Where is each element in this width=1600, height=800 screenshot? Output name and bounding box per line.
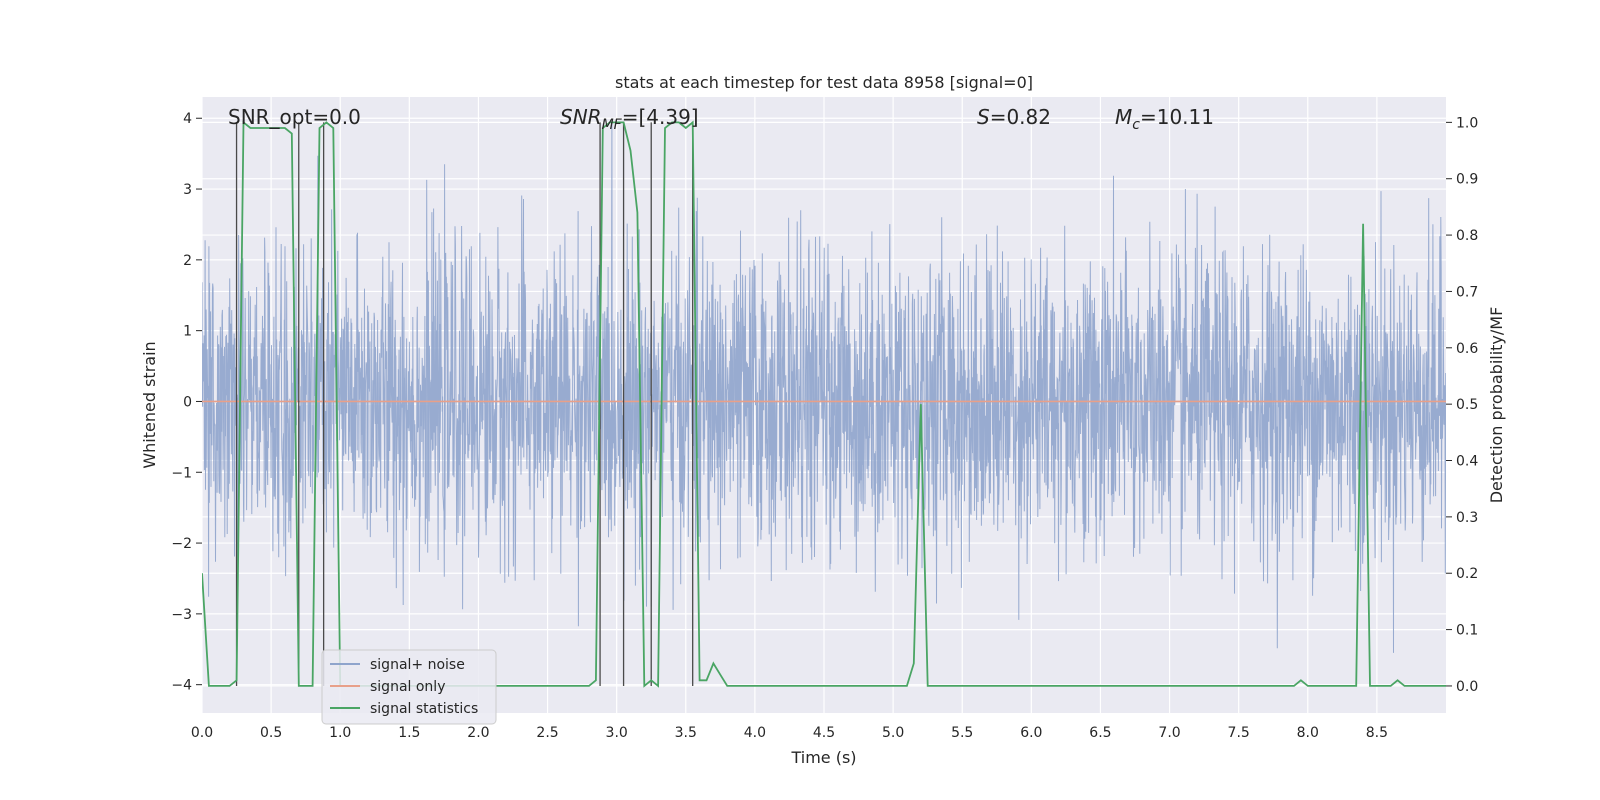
x-tick-label: 5.5 bbox=[951, 725, 973, 741]
annotation-snr-opt: SNR_opt=0.0 bbox=[228, 105, 361, 129]
legend-label-signal-only: signal only bbox=[370, 679, 445, 695]
y-tick-label: 4 bbox=[183, 111, 192, 127]
x-axis-ticks: 0.0 0.5 1.0 1.5 2.0 2.5 3.0 3.5 4.0 4.5 5.0 5.5 6.0 6… bbox=[191, 725, 1388, 741]
x-tick-label: 6.0 bbox=[1020, 725, 1042, 741]
annotation-snr-mf-value: =[4.39] bbox=[622, 105, 699, 129]
x-tick-label: 5.0 bbox=[882, 725, 904, 741]
statistics-line bbox=[202, 120, 1446, 688]
annotation-s: S=0.82 bbox=[977, 105, 1051, 129]
noise-trace bbox=[202, 121, 1446, 653]
x-tick-label: 2.0 bbox=[467, 725, 489, 741]
y-right-tick-label: 0.7 bbox=[1456, 284, 1478, 300]
x-tick-label: 1.0 bbox=[329, 725, 351, 741]
x-axis-label: Time (s) bbox=[790, 748, 856, 767]
series-signal-statistics bbox=[202, 120, 1446, 688]
y-right-tick-label: 0.8 bbox=[1456, 228, 1478, 244]
legend: signal+ noise signal only signal statist… bbox=[321, 649, 497, 725]
y-tick-label: 3 bbox=[183, 182, 192, 198]
x-tick-label: 7.5 bbox=[1228, 725, 1250, 741]
x-tick-label: 2.5 bbox=[536, 725, 558, 741]
y-right-tick-label: 0.2 bbox=[1456, 566, 1478, 582]
annotation-snr-mf-subscript: MF bbox=[602, 117, 623, 133]
y-right-tick-label: 1.0 bbox=[1456, 115, 1478, 131]
y-right-tick-label: 0.6 bbox=[1456, 341, 1478, 357]
x-tick-label: 4.5 bbox=[813, 725, 835, 741]
x-tick-label: 1.5 bbox=[398, 725, 420, 741]
y-right-tick-label: 0.4 bbox=[1456, 454, 1478, 470]
y-right-tick-label: 0.9 bbox=[1456, 172, 1478, 188]
annotation-mc-value: =10.11 bbox=[1140, 105, 1214, 129]
y-axis-left-ticks: 4 3 2 1 0 −1 −2 −3 −4 bbox=[171, 111, 202, 694]
annotation-s-symbol: S bbox=[977, 105, 990, 129]
y-right-tick-label: 0.0 bbox=[1456, 679, 1478, 695]
y-tick-label: −4 bbox=[171, 678, 192, 694]
x-tick-label: 0.5 bbox=[260, 725, 282, 741]
x-tick-label: 4.0 bbox=[744, 725, 766, 741]
legend-box bbox=[321, 649, 497, 725]
y-right-tick-label: 0.3 bbox=[1456, 510, 1478, 526]
y-axis-right-ticks: 1.0 0.9 0.8 0.7 0.6 0.5 0.4 0.3 0.2 0.1 0.0 bbox=[1446, 115, 1478, 695]
annotation-mc: Mc=10.11 bbox=[1115, 105, 1214, 133]
y-tick-label: −2 bbox=[171, 536, 192, 552]
annotation-snr-mf: SNRMF=[4.39] bbox=[560, 105, 699, 133]
y-tick-label: −1 bbox=[171, 465, 192, 481]
legend-label-signal-noise: signal+ noise bbox=[370, 657, 465, 673]
x-tick-label: 8.0 bbox=[1297, 725, 1319, 741]
y-tick-label: 2 bbox=[183, 253, 192, 269]
x-tick-label: 7.0 bbox=[1158, 725, 1180, 741]
annotation-s-value: =0.82 bbox=[990, 105, 1051, 129]
y-axis-label: Whitened strain bbox=[140, 341, 159, 468]
x-tick-label: 0.0 bbox=[191, 725, 213, 741]
x-tick-label: 6.5 bbox=[1089, 725, 1111, 741]
y-tick-label: 1 bbox=[183, 324, 192, 340]
x-tick-label: 3.5 bbox=[675, 725, 697, 741]
annotation-mc-subscript: c bbox=[1132, 117, 1140, 133]
annotation-snr-mf-symbol: SNR bbox=[560, 105, 602, 129]
x-tick-label: 3.0 bbox=[606, 725, 628, 741]
y-tick-label: 0 bbox=[183, 394, 192, 410]
x-tick-label: 8.5 bbox=[1366, 725, 1388, 741]
chart-title: stats at each timestep for test data 895… bbox=[615, 73, 1033, 92]
legend-label-signal-statistics: signal statistics bbox=[370, 701, 478, 717]
y-axis-right-label: Detection probability/MF bbox=[1487, 307, 1506, 504]
annotation-mc-symbol: M bbox=[1115, 105, 1132, 129]
y-right-tick-label: 0.1 bbox=[1456, 623, 1478, 639]
series-signal-noise bbox=[202, 121, 1446, 653]
y-right-tick-label: 0.5 bbox=[1456, 397, 1478, 413]
y-tick-label: −3 bbox=[171, 607, 192, 623]
